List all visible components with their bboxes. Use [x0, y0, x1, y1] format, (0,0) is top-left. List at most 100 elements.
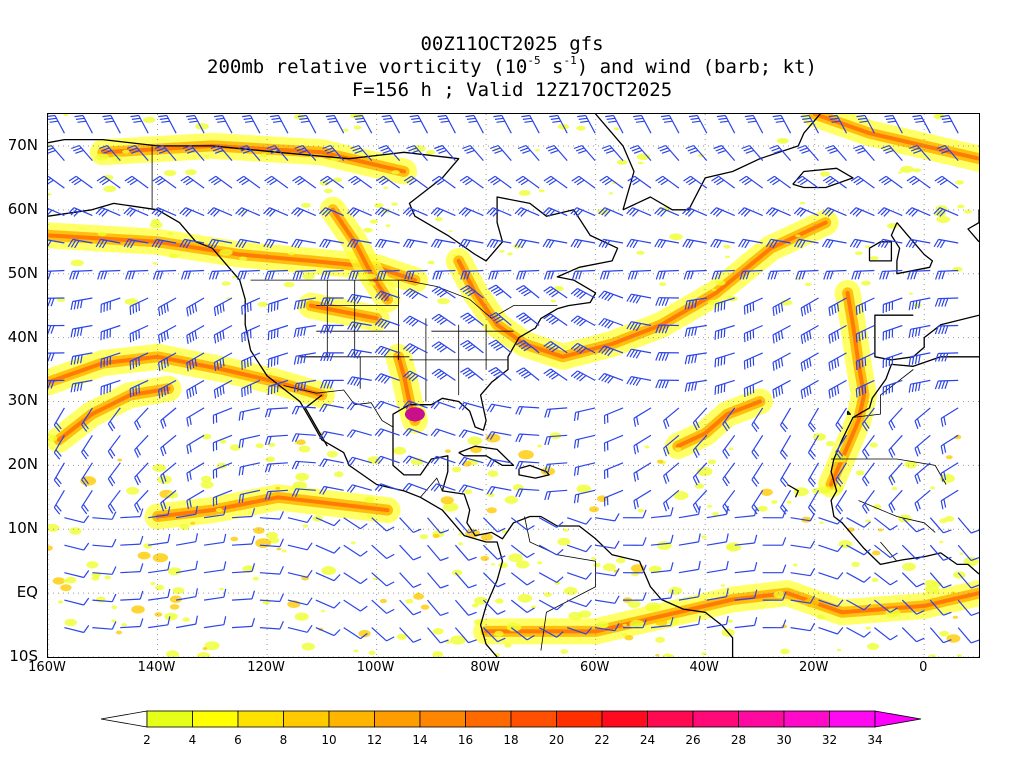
wind-barb-feather — [157, 209, 165, 217]
wind-barb-feather — [775, 360, 778, 370]
wind-barb — [98, 144, 121, 161]
wind-barb-feather — [440, 584, 449, 589]
wind-barb-feather — [215, 270, 219, 280]
wind-barb-feather — [69, 271, 73, 280]
wind-barb-shaft — [48, 175, 65, 189]
wind-barb-feather — [210, 177, 219, 184]
wind-barb-feather — [125, 271, 129, 280]
vorticity-speckle — [668, 618, 679, 625]
vorticity-speckle — [854, 251, 863, 256]
wind-barb-feather — [380, 209, 388, 217]
wind-barb-feather — [861, 423, 868, 432]
wind-barb — [81, 462, 93, 487]
wind-barb-shaft — [519, 238, 540, 244]
wind-barb-feather — [50, 380, 55, 389]
wind-barb-feather — [268, 408, 272, 418]
wind-barb-feather — [698, 615, 701, 625]
wind-barb-feather — [520, 240, 527, 249]
wind-barb-feather — [793, 207, 801, 215]
wind-barb-feather — [722, 478, 729, 487]
wind-barb — [320, 269, 344, 280]
wind-barb — [264, 175, 289, 189]
wind-barb-shaft — [734, 597, 755, 601]
wind-barb — [454, 517, 477, 534]
wind-barb-feather — [53, 424, 61, 433]
wind-barb-feather — [604, 209, 611, 217]
wind-barb-feather — [180, 175, 189, 182]
wind-barb-feather — [713, 177, 722, 184]
wind-barb-shaft — [157, 207, 177, 217]
wind-barb-feather — [268, 491, 272, 500]
wind-barb-feather — [888, 504, 894, 513]
wind-barb-feather — [547, 491, 551, 500]
wind-barb-feather — [629, 294, 636, 303]
wind-barb — [431, 175, 456, 189]
wind-barb-feather — [861, 386, 864, 395]
wind-barb — [97, 269, 121, 280]
wind-barb-feather — [801, 149, 810, 154]
vorticity-speckle — [659, 282, 667, 287]
wind-barb-feather — [543, 341, 552, 347]
wind-barb — [148, 561, 171, 574]
vorticity-speckle — [350, 260, 356, 264]
wind-barb-feather — [249, 384, 252, 394]
wind-barb-feather — [940, 500, 944, 510]
vorticity-speckle — [63, 579, 70, 583]
wind-barb — [486, 431, 512, 440]
wind-barb-shaft — [800, 379, 819, 391]
wind-barb — [92, 621, 117, 630]
wind-barb-shaft — [134, 434, 149, 451]
wind-barb-feather — [269, 179, 278, 186]
wind-barb-feather — [408, 291, 416, 298]
wind-barb-feather — [378, 144, 387, 150]
wind-barb-feather — [633, 445, 637, 455]
vorticity-speckle — [933, 210, 946, 217]
wind-barb-shaft — [107, 407, 121, 425]
wind-barb-shaft — [81, 489, 93, 508]
wind-barb — [929, 627, 952, 644]
wind-barb — [626, 293, 652, 304]
wind-barb — [207, 207, 233, 217]
wind-barb-feather — [936, 144, 946, 150]
wind-barb — [293, 352, 316, 365]
vorticity-speckle — [369, 219, 379, 224]
wind-barb — [567, 572, 592, 580]
wind-barb-feather — [291, 461, 297, 470]
wind-barb-feather — [294, 239, 300, 248]
wind-barb-feather — [462, 369, 471, 375]
wind-barb-feather — [306, 569, 313, 578]
wind-barb — [186, 352, 205, 372]
wind-barb-shaft — [166, 115, 177, 134]
wind-barb-feather — [191, 359, 195, 369]
vorticity-speckle — [616, 557, 626, 564]
wind-barb-feather — [632, 209, 639, 217]
wind-barb-shaft — [595, 544, 615, 549]
wind-barb-shaft — [120, 516, 141, 519]
wind-barb-feather — [857, 149, 866, 154]
wind-barb-shaft — [519, 488, 540, 491]
wind-barb-feather — [303, 299, 307, 309]
wind-barb-shaft — [606, 175, 624, 189]
wind-barb-feather — [766, 175, 775, 182]
wind-barb — [403, 370, 428, 382]
wind-barb-shaft — [827, 207, 847, 217]
wind-barb — [821, 207, 847, 217]
wind-barb-feather — [269, 240, 276, 249]
wind-barb-shaft — [383, 175, 400, 189]
wind-barb-feather — [405, 344, 414, 352]
wind-barb-shaft — [604, 345, 624, 354]
vorticity-speckle — [869, 442, 878, 448]
wind-barb-feather — [780, 330, 784, 339]
wind-barb-shaft — [862, 407, 875, 425]
wind-barb — [688, 114, 708, 134]
vorticity-speckle — [629, 619, 645, 629]
wind-barb-feather — [941, 298, 946, 307]
wind-barb — [622, 564, 647, 574]
wind-barb — [120, 618, 144, 629]
wind-barb-feather — [222, 357, 225, 367]
wind-barb-feather — [405, 208, 413, 216]
longitude-label: 20W — [799, 660, 829, 675]
wind-barb-feather — [493, 288, 502, 294]
wind-barb — [934, 324, 959, 335]
wind-barb-feather — [690, 270, 694, 280]
